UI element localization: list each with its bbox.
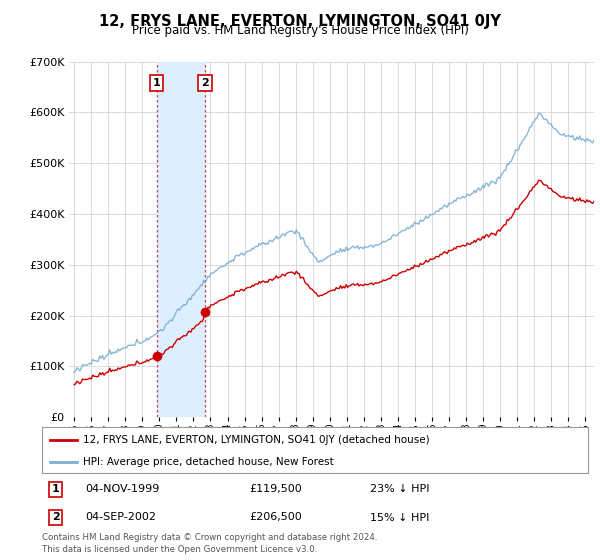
- Text: £206,500: £206,500: [250, 512, 302, 522]
- Text: 12, FRYS LANE, EVERTON, LYMINGTON, SO41 0JY: 12, FRYS LANE, EVERTON, LYMINGTON, SO41 …: [99, 14, 501, 29]
- Text: 15% ↓ HPI: 15% ↓ HPI: [370, 512, 429, 522]
- Text: 2: 2: [201, 78, 209, 88]
- Text: 04-SEP-2002: 04-SEP-2002: [86, 512, 157, 522]
- Text: Contains HM Land Registry data © Crown copyright and database right 2024.
This d: Contains HM Land Registry data © Crown c…: [42, 533, 377, 554]
- Bar: [157, 62, 205, 417]
- Text: 1: 1: [52, 484, 59, 494]
- Text: 12, FRYS LANE, EVERTON, LYMINGTON, SO41 0JY (detached house): 12, FRYS LANE, EVERTON, LYMINGTON, SO41 …: [83, 435, 430, 445]
- Text: 04-NOV-1999: 04-NOV-1999: [86, 484, 160, 494]
- Text: 23% ↓ HPI: 23% ↓ HPI: [370, 484, 429, 494]
- Text: 2: 2: [52, 512, 59, 522]
- Text: £119,500: £119,500: [250, 484, 302, 494]
- Text: Price paid vs. HM Land Registry's House Price Index (HPI): Price paid vs. HM Land Registry's House …: [131, 24, 469, 37]
- Text: 1: 1: [153, 78, 160, 88]
- Text: HPI: Average price, detached house, New Forest: HPI: Average price, detached house, New …: [83, 457, 334, 466]
